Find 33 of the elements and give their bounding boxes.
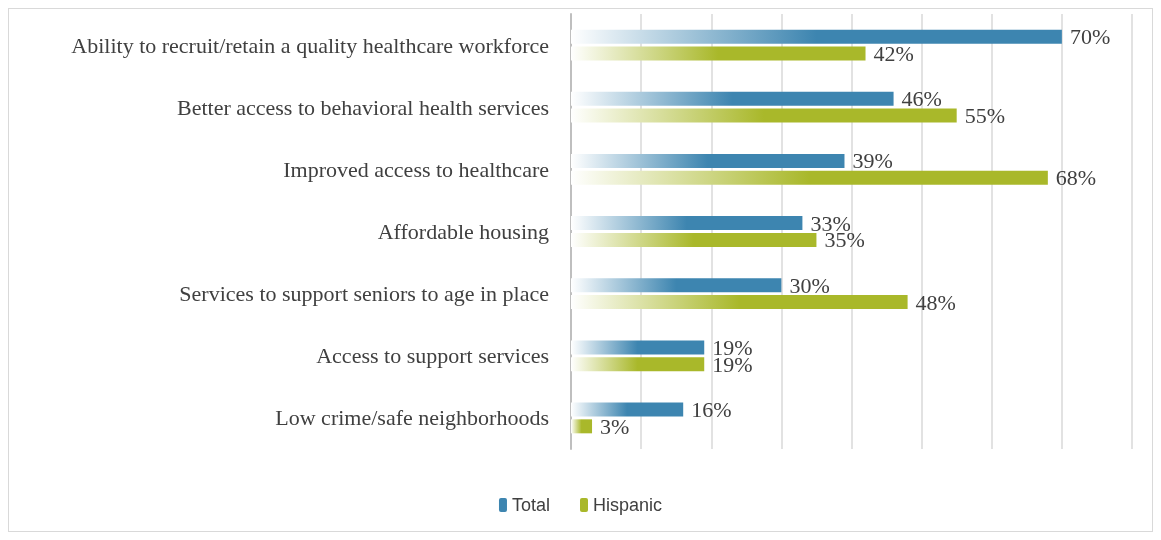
bar (571, 357, 705, 372)
bar (571, 216, 803, 231)
bar (571, 46, 866, 61)
data-label: 48% (915, 289, 956, 315)
y-tick-label: Improved access to healthcare (283, 156, 549, 182)
bar (571, 108, 957, 123)
bar (571, 91, 894, 106)
bar (571, 153, 845, 168)
bar (571, 419, 593, 434)
bar (571, 295, 908, 310)
data-label: 55% (964, 103, 1006, 129)
y-tick-label: Better access to behavioral health services (176, 94, 549, 120)
bar (571, 340, 705, 355)
y-tick-label: Affordable housing (377, 219, 549, 244)
y-tick-label: Ability to recruit/retain a quality healthcare workforce (71, 32, 549, 58)
data-label: 68% (1055, 165, 1097, 191)
bar (571, 402, 684, 417)
y-tick-label: Access to support services (316, 343, 549, 369)
bar (571, 232, 817, 247)
legend-label: Hispanic (593, 495, 663, 515)
data-label: 16% (691, 397, 732, 423)
y-tick-label: Low crime/safe neighborhoods (275, 405, 549, 431)
data-label: 42% (873, 40, 914, 66)
data-label: 70% (1069, 24, 1111, 50)
data-label: 46% (901, 86, 942, 112)
y-tick-label: Services to support seniors to age in place (179, 281, 549, 307)
bar (571, 29, 1062, 44)
bar (571, 278, 782, 293)
data-label: 3% (600, 413, 630, 439)
data-label: 30% (789, 272, 830, 298)
data-label: 39% (852, 148, 893, 174)
bar (571, 170, 1048, 185)
legend-label: Total (511, 495, 551, 515)
